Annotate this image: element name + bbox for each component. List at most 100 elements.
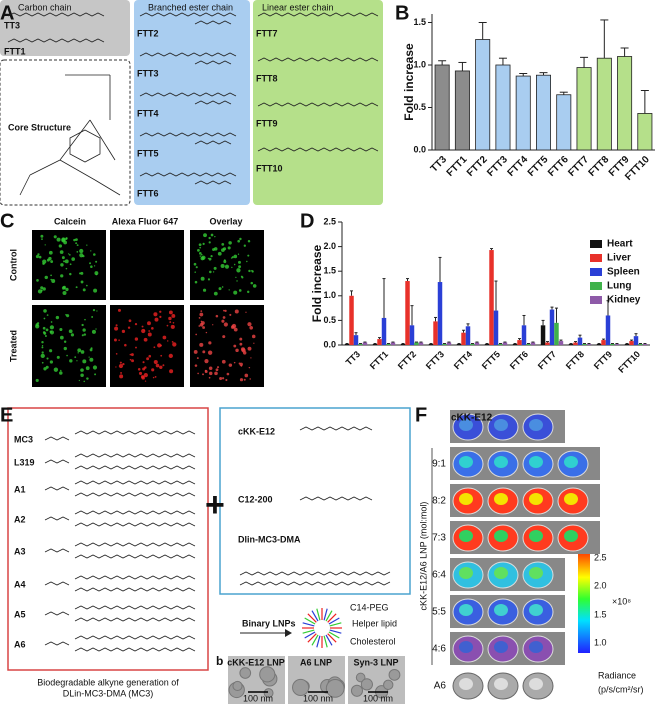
cell-signal [214, 235, 216, 238]
y-tick-label: 1.5 [413, 17, 426, 27]
cell-signal [249, 378, 251, 380]
cell-signal [155, 363, 160, 368]
cell-signal [60, 263, 64, 267]
tail [74, 542, 196, 547]
bar [461, 332, 466, 345]
cell-signal [159, 365, 163, 370]
cell-signal [93, 265, 96, 267]
cell-signal [55, 315, 60, 320]
cell-signal [233, 263, 236, 266]
cell-signal [44, 244, 46, 246]
cell-signal [61, 237, 66, 242]
cell-signal [81, 334, 84, 337]
cell-signal [237, 239, 241, 243]
cell-signal [124, 343, 127, 347]
cell-signal [247, 290, 250, 294]
cell-signal [233, 344, 237, 348]
lipid-label: FTT3 [137, 68, 159, 78]
cell-signal [212, 324, 214, 326]
lipid-label: FTT7 [256, 28, 278, 38]
reference-label: Dlin-MC3-DMA [238, 534, 301, 544]
cell-signal [86, 377, 89, 380]
cell-signal [198, 325, 201, 327]
cell-signal [60, 369, 62, 372]
y-tick-label: 0.0 [323, 339, 336, 349]
branch [194, 20, 232, 25]
scale-label: 100 nm [303, 693, 333, 703]
cell-signal [90, 250, 92, 252]
cell-signal [83, 333, 87, 336]
cell-signal [49, 360, 54, 364]
cell-signal [231, 266, 233, 269]
row-label: 4:6 [432, 644, 446, 655]
row-label: 5:5 [432, 607, 446, 618]
row-label: 8:2 [432, 496, 446, 507]
cell-signal [220, 263, 225, 269]
bar [484, 344, 490, 345]
cell-signal [197, 249, 200, 252]
row-label: Treated [8, 330, 18, 362]
caption: Biodegradable alkyne generation of [37, 677, 179, 687]
organ-signal [564, 456, 578, 468]
row-label: 7:3 [432, 533, 446, 544]
cell-signal [208, 236, 211, 240]
cell-signal [69, 359, 73, 363]
cell-signal [193, 262, 197, 266]
bar [470, 344, 475, 345]
cell-signal [239, 237, 242, 241]
bar [358, 344, 363, 345]
group-title: Core Structure [8, 122, 71, 132]
cell-signal [237, 253, 240, 255]
lipid [307, 633, 317, 643]
cell-signal [59, 335, 64, 340]
cell-signal [64, 259, 69, 264]
cell-signal [228, 241, 232, 245]
branch [194, 180, 232, 185]
cell-signal [204, 370, 208, 374]
cell-signal [221, 286, 224, 288]
x-tick-label: FTT8 [564, 349, 586, 371]
cell-signal [129, 358, 132, 361]
tail [74, 510, 196, 515]
cell-signal [44, 275, 48, 280]
structure [299, 426, 373, 431]
cell-signal [134, 337, 139, 341]
cell-signal [51, 279, 56, 283]
cell-signal [153, 359, 158, 365]
core-box [0, 59, 131, 206]
panel-letter: E [0, 404, 13, 426]
bar [573, 342, 578, 345]
cell-signal [76, 250, 79, 253]
cell-signal [194, 280, 198, 284]
cell-signal [201, 321, 205, 325]
cell-signal [240, 365, 243, 367]
cell-signal [208, 376, 211, 379]
cell-signal [115, 353, 118, 355]
cell-signal [215, 368, 219, 372]
cell-signal [141, 328, 146, 334]
cell-signal [214, 371, 218, 376]
lipid-label: FTT4 [137, 108, 159, 118]
cell-signal [85, 366, 90, 371]
cell-signal [235, 276, 237, 279]
cell-signal [141, 325, 144, 328]
cell-signal [201, 255, 206, 260]
cell-signal [93, 253, 96, 256]
colorbar [578, 545, 590, 653]
headgroup [44, 459, 70, 464]
cell-signal [43, 367, 47, 371]
bar [517, 340, 522, 345]
bar [372, 344, 378, 345]
cell-signal [96, 310, 98, 312]
cell-signal [53, 367, 59, 372]
tail [74, 522, 196, 527]
cell-signal [49, 349, 53, 353]
bar [349, 295, 354, 345]
cell-signal [42, 287, 46, 291]
y-tick-label: 0.5 [413, 102, 426, 112]
cell-signal [221, 359, 226, 364]
cell-signal [119, 374, 124, 379]
cell-signal [252, 284, 257, 288]
cell-signal [153, 312, 158, 317]
cell-signal [68, 253, 70, 255]
